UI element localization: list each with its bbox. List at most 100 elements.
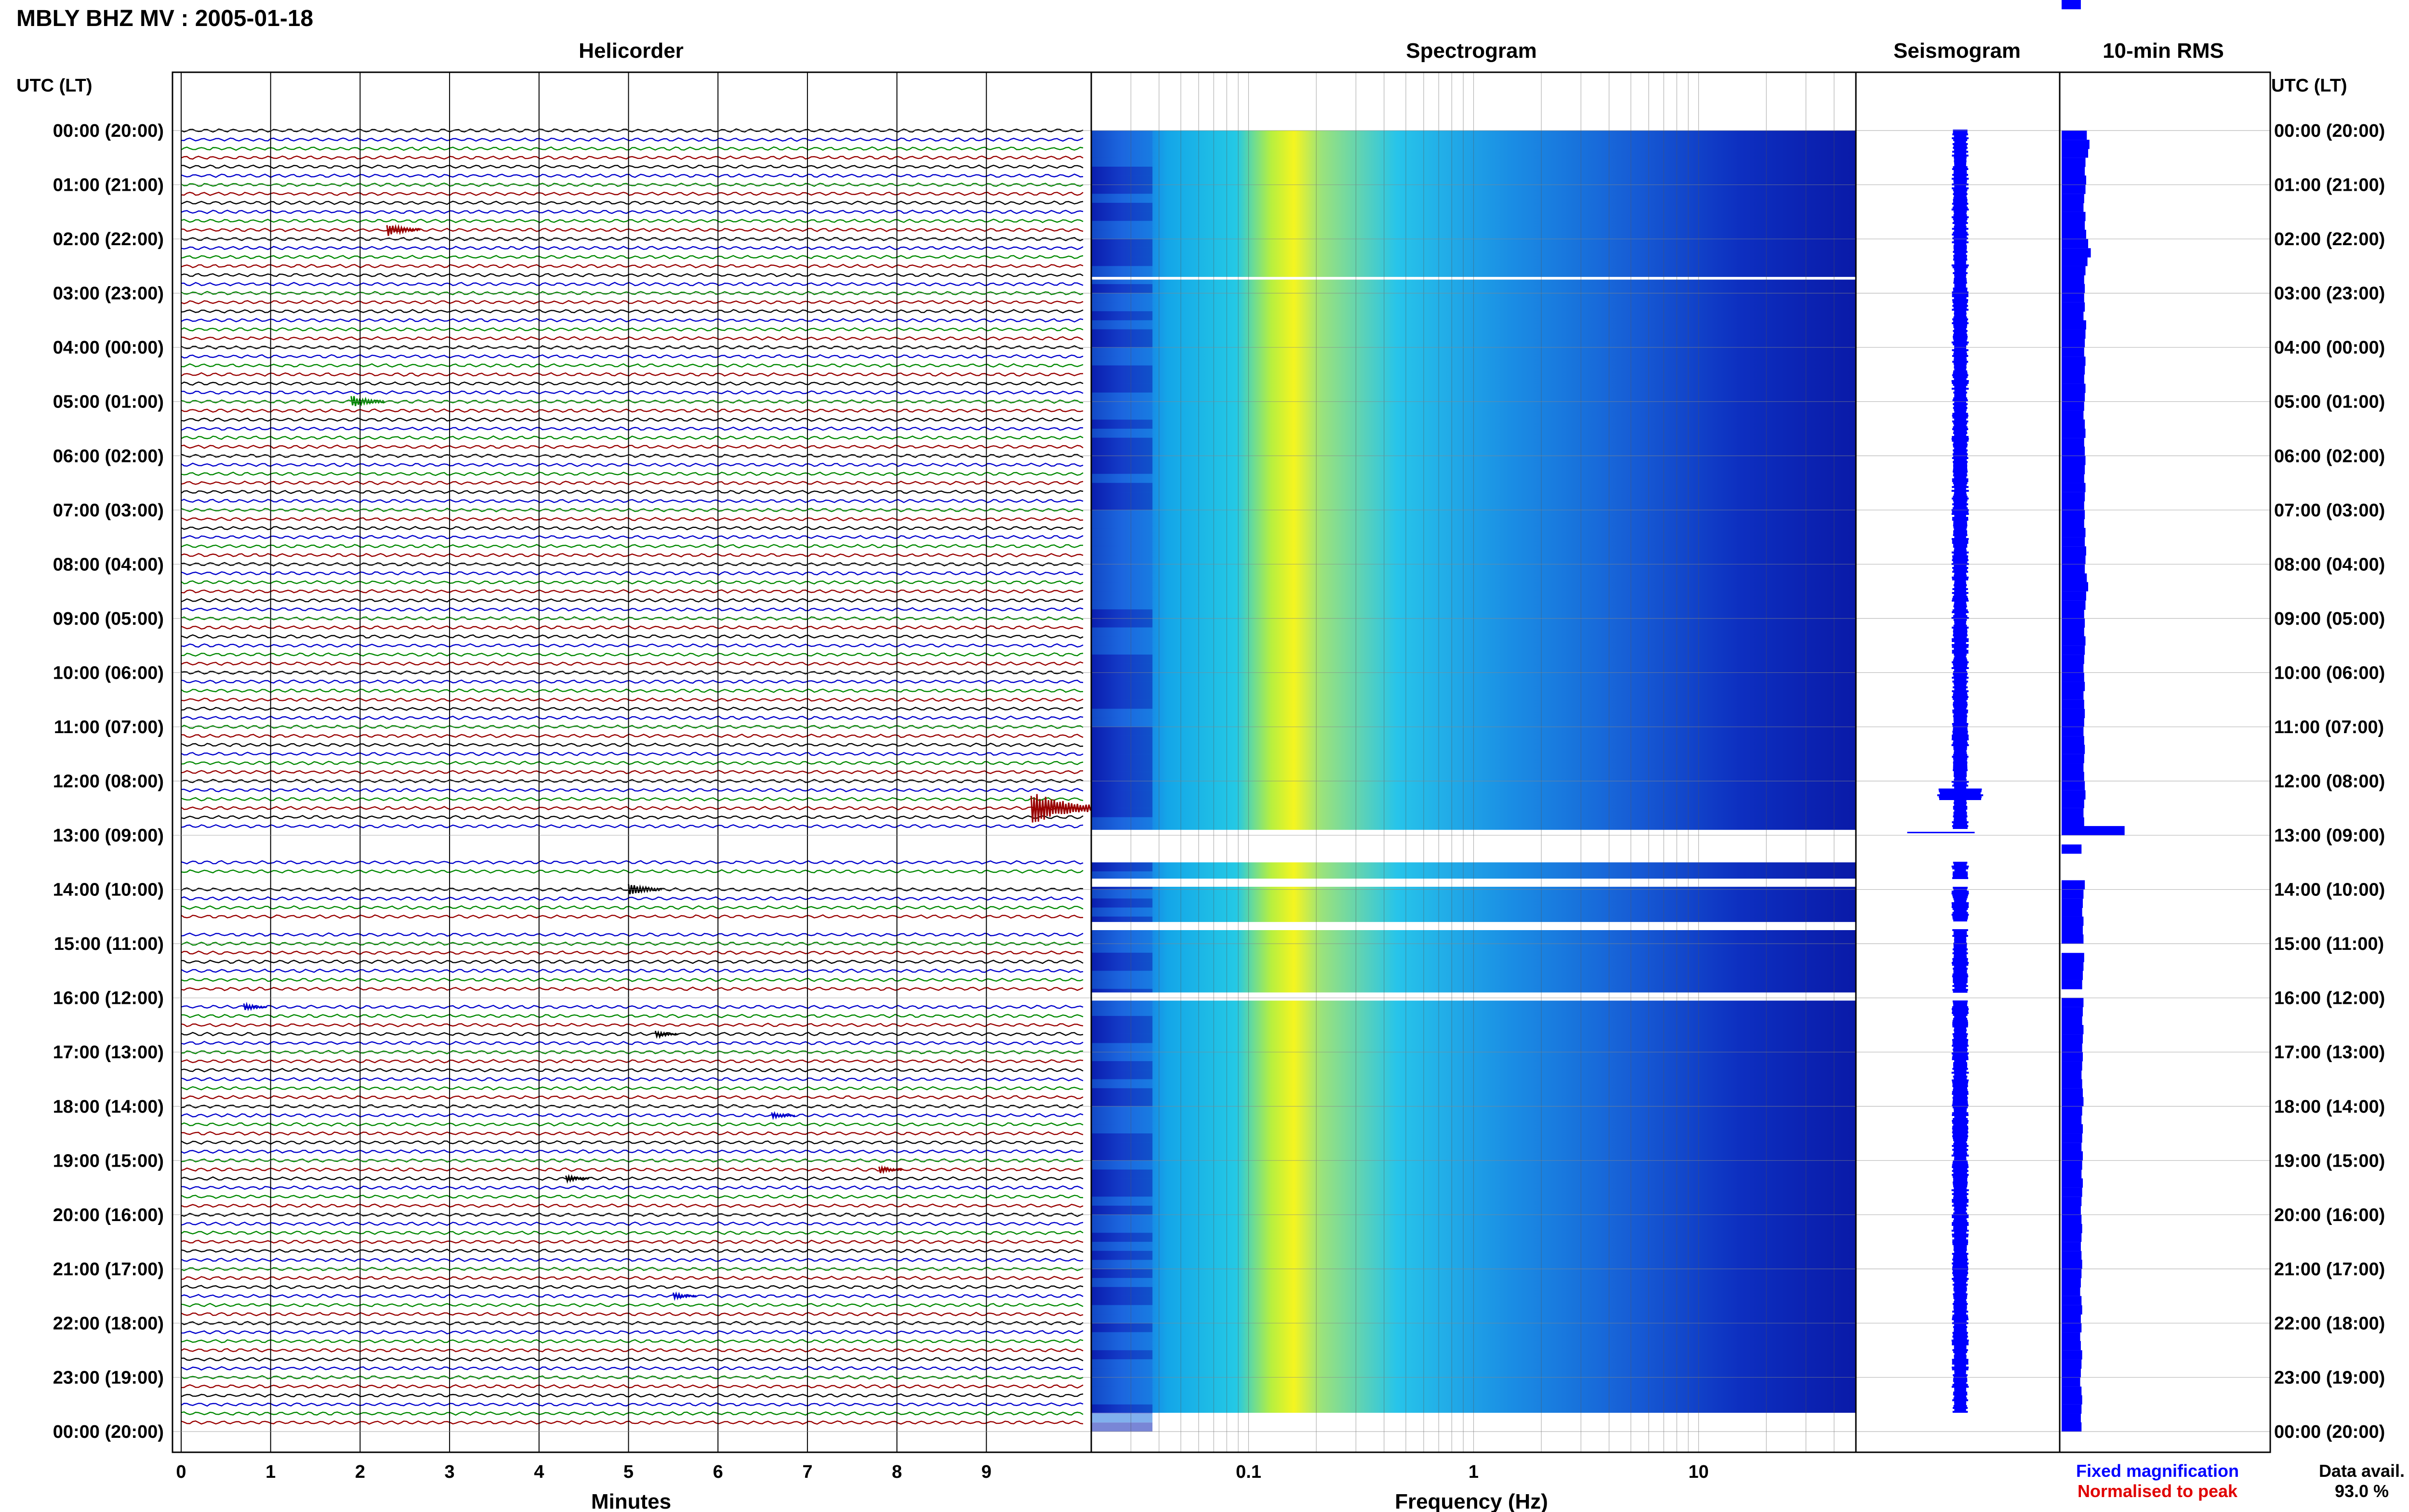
helicorder-trace [181,489,1084,494]
spectrogram-stripe [1091,1332,1152,1341]
helicorder-trace [181,1185,1084,1190]
time-label-left: 16:00 (12:00) [53,988,164,1009]
spectrogram-stripe [1091,428,1152,438]
spectrogram-stripe [1091,1350,1152,1359]
spectrogram-stripe [1091,1034,1152,1043]
helicorder-trace [181,1329,1084,1335]
helicorder-trace [181,327,1084,332]
helicorder-trace [181,472,1084,476]
helicorder-trace [181,932,1084,937]
spectrogram-stripe [1091,1269,1152,1278]
helicorder-trace [181,950,1084,955]
rms-bar [2062,980,2082,989]
spectrogram-stripe [1091,709,1152,718]
helicorder-trace [181,968,1084,973]
spectrogram-stripe [1091,347,1152,356]
helicorder-trace [181,417,1084,422]
rms-bar [2062,392,2085,402]
helicorder-trace [181,218,1084,224]
helicorder-trace [181,372,1084,377]
helicorder-trace [181,1077,1084,1082]
spectrogram-stripe [1091,465,1152,474]
helicorder-trace [181,517,1084,522]
helicorder-trace [181,742,1084,748]
rms-bar [2062,672,2084,682]
helicorder-trace [181,155,1084,160]
time-label-right: 18:00 (14:00) [2274,1097,2385,1117]
station-title: MBLY BHZ MV : 2005-01-18 [16,6,313,31]
rms-bar [2062,799,2084,808]
rms-bar [2062,844,2082,854]
spectrogram-stripe [1091,1115,1152,1125]
rms-bar [2062,1350,2082,1360]
rms-bar [2062,1151,2083,1161]
spectrogram-stripe [1091,555,1152,565]
rms-bar [2062,365,2085,375]
helicorder-trace [181,1402,1084,1407]
rms-bar [2062,1223,2082,1234]
rms-frame [2059,71,2271,1453]
rms-bar [2062,953,2084,962]
rms-bar [2062,1242,2081,1251]
spectrogram-stripe [1091,175,1152,185]
helicorder-tick-label: 8 [892,1462,902,1482]
rms-bar [2062,717,2084,727]
helicorder-trace [181,273,1084,277]
rms-bar [2062,140,2090,149]
spectrogram-stripe [1091,808,1152,817]
spectrogram-stripe [1091,763,1152,772]
spectrogram-stripe [1091,980,1152,989]
helicorder-trace [181,191,1084,196]
time-label-right: 10:00 (06:00) [2274,663,2385,683]
spectrogram-title: Spectrogram [1406,39,1536,63]
rms-bar [2062,284,2085,293]
rms-bar [2062,419,2085,429]
helicorder-trace [181,1149,1084,1154]
helicorder-trace [181,526,1084,531]
data-availability-value: 93.0 % [2335,1481,2389,1501]
rms-bar [2062,1061,2082,1071]
time-label-left: 07:00 (03:00) [53,500,164,521]
time-label-right: 14:00 (10:00) [2274,880,2385,900]
helicorder-frame [172,71,1092,1453]
rms-bar [2062,239,2089,249]
spectrogram-stripe [1091,483,1152,492]
helicorder-tick-label: 0 [176,1462,186,1482]
helicorder-event [771,1111,795,1120]
spectrogram-stripe [1091,1142,1152,1152]
helicorder-trace [181,1113,1084,1118]
helicorder-trace [181,535,1084,539]
spectrogram-stripe [1091,591,1152,601]
time-label-left: 02:00 (22:00) [53,229,164,250]
helicorder-trace [181,462,1084,467]
rms-bar [2062,428,2086,438]
time-label-left: 22:00 (18:00) [53,1314,164,1334]
helicorder-trace [181,1086,1084,1091]
spectrogram-stripe [1091,356,1152,366]
time-label-right: 11:00 (07:00) [2274,717,2384,737]
helicorder-trace [181,381,1084,386]
time-label-right: 21:00 (17:00) [2274,1259,2385,1279]
helicorder-trace [181,1366,1084,1371]
helicorder-trace [181,1258,1084,1262]
spectrogram-stripe [1091,944,1152,953]
spectrogram-stripe [1091,618,1152,628]
time-label-left: 00:00 (20:00) [53,121,164,141]
spectrogram-stripe [1091,158,1152,167]
spectrogram-stripe [1091,726,1152,736]
helicorder-trace [181,1004,1084,1010]
time-label-left: 13:00 (09:00) [53,826,164,846]
rms-bar [2062,473,2084,483]
rms-bar [2062,1413,2081,1423]
spectrogram-stripe [1091,934,1152,944]
helicorder-event [672,1291,697,1301]
helicorder-trace [181,1059,1084,1064]
helicorder-trace [181,670,1084,675]
spectrogram-stripe [1091,564,1152,574]
time-label-right: 17:00 (13:00) [2274,1042,2385,1063]
helicorder-trace [181,905,1084,910]
rms-bar [2062,438,2084,447]
rms-bar [2062,1404,2082,1414]
helicorder-tick-label: 2 [355,1462,365,1482]
rms-bar [2062,1323,2082,1333]
